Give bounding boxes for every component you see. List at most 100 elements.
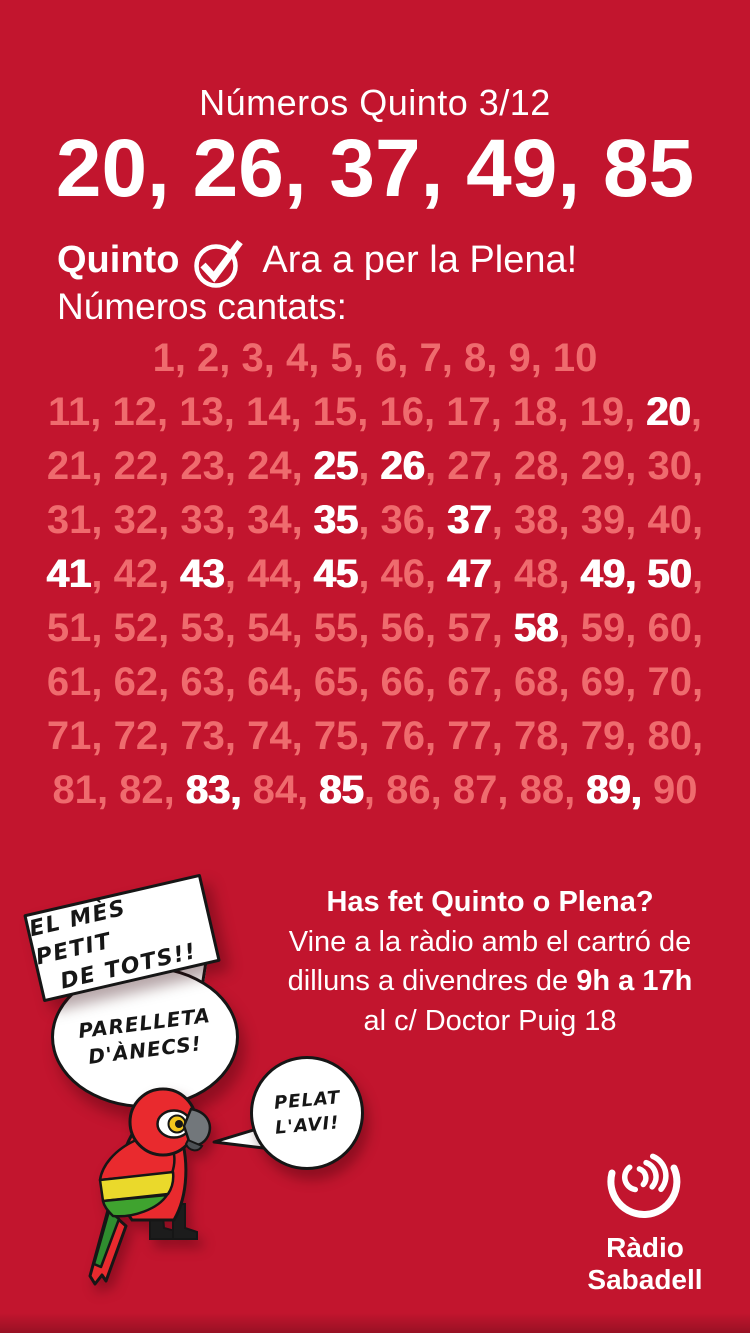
number-7: 7 <box>419 336 442 380</box>
number-62: 62 <box>113 660 159 704</box>
number-separator: , <box>558 714 581 758</box>
radio-sabadell-logo: Ràdio Sabadell <box>580 1144 710 1296</box>
number-56: 56 <box>380 606 426 650</box>
number-77: 77 <box>447 714 492 758</box>
number-58: 58 <box>514 606 559 650</box>
number-19: 19 <box>579 390 625 434</box>
number-separator: , <box>297 768 320 812</box>
number-79: 79 <box>580 714 626 758</box>
number-78: 78 <box>514 714 559 758</box>
numbers-row: 81, 82, 83, 84, 85, 86, 87, 88, 89, 90 <box>0 763 750 817</box>
number-separator: , <box>491 660 515 704</box>
info-line-1: Vine a la ràdio amb el cartró de <box>288 925 692 958</box>
number-70: 70 <box>647 660 692 704</box>
number-separator: , <box>691 660 704 704</box>
number-12: 12 <box>112 390 158 434</box>
number-separator: , <box>691 444 704 488</box>
number-4: 4 <box>286 336 309 380</box>
number-67: 67 <box>447 660 492 704</box>
logo-text-line-2: Sabadell <box>587 1264 703 1295</box>
number-separator: , <box>91 552 114 596</box>
number-33: 33 <box>180 498 225 542</box>
number-59: 59 <box>580 606 626 650</box>
number-separator: , <box>691 606 704 650</box>
number-separator: , <box>691 552 704 596</box>
number-44: 44 <box>247 552 292 596</box>
info-line-2-text: dilluns a divendres de <box>287 965 577 997</box>
number-separator: , <box>425 444 448 488</box>
number-29: 29 <box>580 444 626 488</box>
number-separator: , <box>224 660 248 704</box>
number-separator: , <box>491 498 515 542</box>
number-separator: , <box>358 552 381 596</box>
number-separator: , <box>558 606 581 650</box>
number-23: 23 <box>180 444 225 488</box>
number-separator: , <box>625 606 648 650</box>
quinto-status-line: Quinto Ara a per la Plena! <box>57 230 577 290</box>
number-86: 86 <box>386 768 431 812</box>
number-71: 71 <box>46 714 92 758</box>
numbers-row: 61, 62, 63, 64, 65, 66, 67, 68, 69, 70, <box>0 655 750 709</box>
number-separator: , <box>308 336 331 380</box>
numbers-row: 41, 42, 43, 44, 45, 46, 47, 48, 49, 50, <box>0 547 750 601</box>
number-separator: , <box>291 714 314 758</box>
numbers-row: 21, 22, 23, 24, 25, 26, 27, 28, 29, 30, <box>0 439 750 493</box>
number-52: 52 <box>113 606 159 650</box>
number-separator: , <box>91 606 114 650</box>
bubble2-text-line-2: l'avi! <box>273 1112 341 1139</box>
number-separator: , <box>558 552 581 596</box>
number-separator: , <box>358 498 381 542</box>
number-separator: , <box>224 714 248 758</box>
number-separator: , <box>352 336 375 380</box>
number-separator: , <box>90 390 113 434</box>
number-13: 13 <box>179 390 224 434</box>
number-31: 31 <box>46 498 92 542</box>
number-separator: , <box>430 768 453 812</box>
number-40: 40 <box>647 498 692 542</box>
number-separator: , <box>530 336 553 380</box>
speech-bubble-circle: Pelat l'avi! <box>250 1056 364 1170</box>
number-separator: , <box>557 390 580 434</box>
number-20: 20 <box>646 390 691 434</box>
number-90: 90 <box>653 768 698 812</box>
number-75: 75 <box>313 714 359 758</box>
number-82: 82 <box>119 768 164 812</box>
number-5: 5 <box>330 336 353 380</box>
number-60: 60 <box>647 606 692 650</box>
number-separator: , <box>558 498 581 542</box>
number-25: 25 <box>313 444 359 488</box>
number-22: 22 <box>113 444 159 488</box>
number-8: 8 <box>463 336 487 380</box>
number-separator: , <box>564 768 587 812</box>
number-separator: , <box>158 498 181 542</box>
check-circle-icon <box>194 239 244 288</box>
number-74: 74 <box>247 714 292 758</box>
number-63: 63 <box>180 660 225 704</box>
number-separator: , <box>91 498 114 542</box>
number-28: 28 <box>514 444 559 488</box>
number-separator: , <box>158 552 181 596</box>
number-35: 35 <box>313 498 359 542</box>
number-66: 66 <box>380 660 426 704</box>
number-separator: , <box>91 660 114 704</box>
number-69: 69 <box>580 660 626 704</box>
numbers-grid: 1, 2, 3, 4, 5, 6, 7, 8, 9, 10 11, 12, 13,… <box>0 331 750 817</box>
number-separator: , <box>291 498 314 542</box>
number-separator: , <box>158 714 181 758</box>
number-separator: , <box>224 498 248 542</box>
number-55: 55 <box>313 606 359 650</box>
number-49: 49 <box>580 552 626 596</box>
number-separator: , <box>497 768 520 812</box>
number-43: 43 <box>180 552 225 596</box>
number-separator: , <box>425 714 448 758</box>
number-separator: , <box>157 390 180 434</box>
number-15: 15 <box>312 390 358 434</box>
number-separator: , <box>91 444 114 488</box>
number-1: 1 <box>152 336 175 380</box>
number-72: 72 <box>113 714 159 758</box>
quinto-winning-numbers: 20, 26, 37, 49, 85 <box>55 123 695 214</box>
number-separator: , <box>441 336 464 380</box>
number-21: 21 <box>46 444 92 488</box>
number-separator: , <box>625 444 648 488</box>
number-6: 6 <box>374 336 398 380</box>
